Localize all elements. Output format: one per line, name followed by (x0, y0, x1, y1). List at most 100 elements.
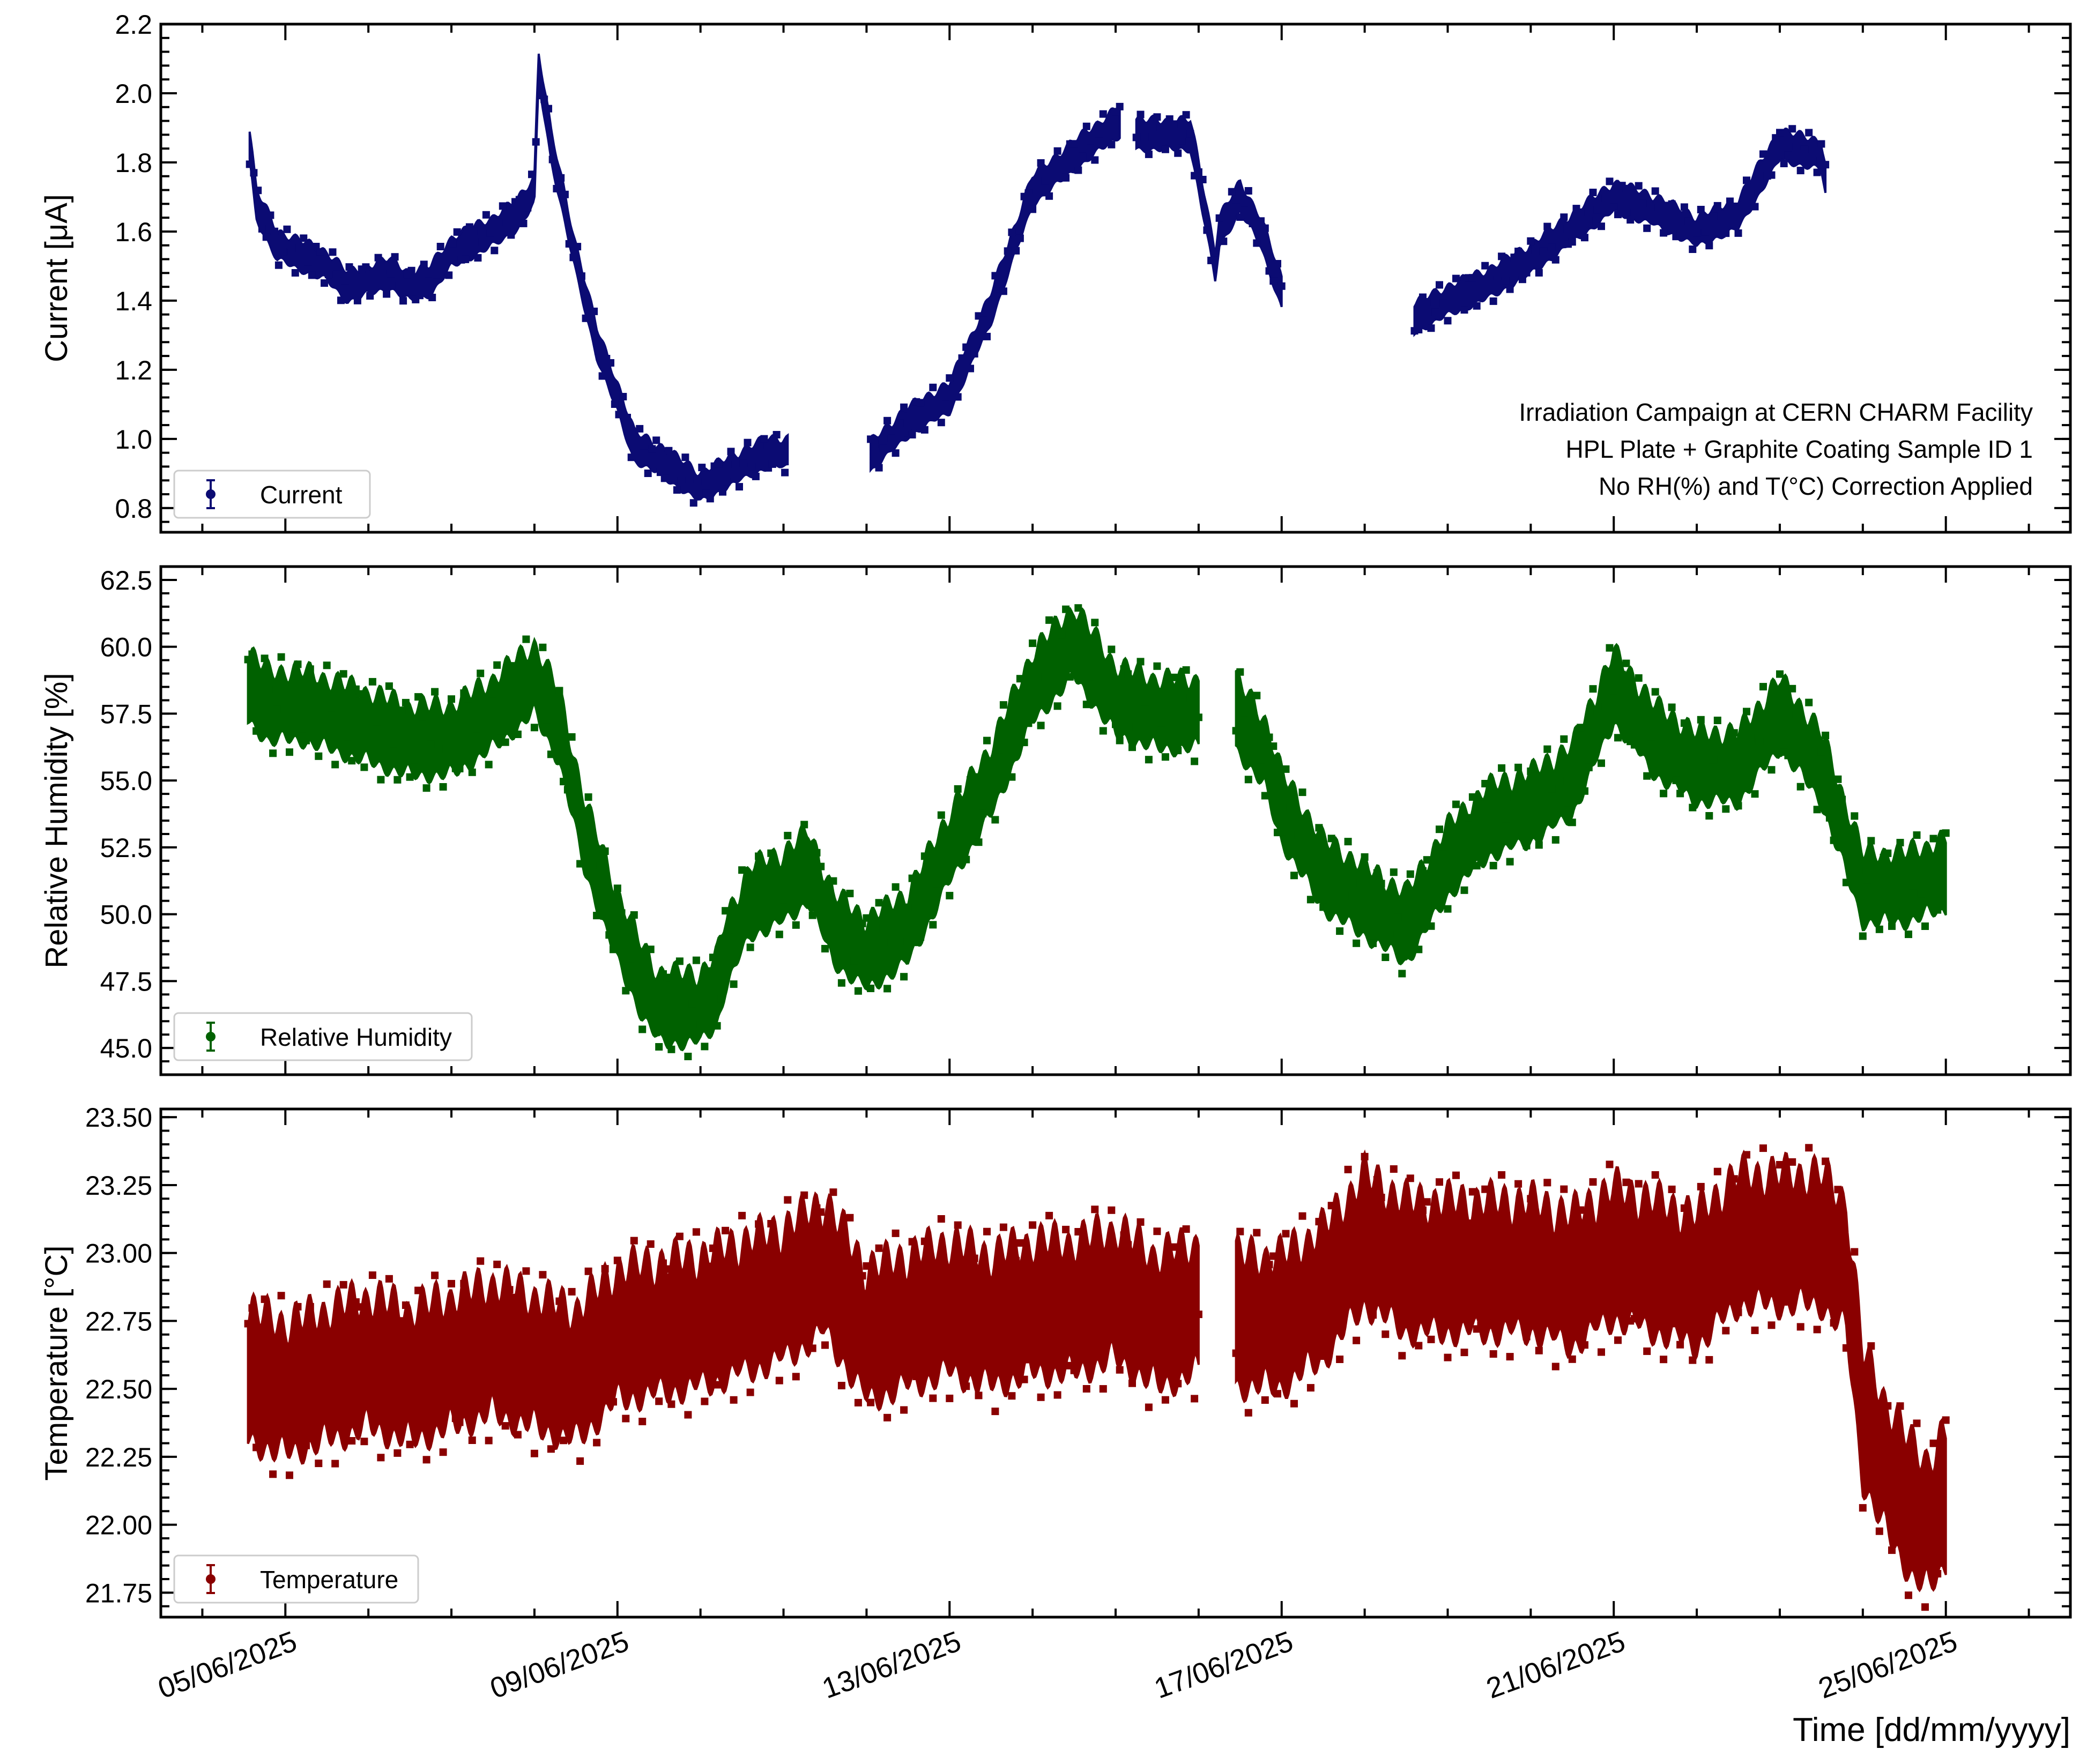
current-data-point (1211, 249, 1219, 257)
temperature-data-point (506, 1286, 514, 1294)
temperature-data-point (427, 1372, 435, 1380)
temperature-data-point (1087, 1320, 1095, 1328)
temperature-data-point (672, 1358, 680, 1366)
temperature-data-point (817, 1208, 825, 1216)
humidity-data-point (1556, 777, 1564, 785)
humidity-data-point (1394, 913, 1402, 921)
temperature-data-point (1842, 1344, 1850, 1352)
temperature-data-point (738, 1211, 746, 1219)
humidity-data-point (1697, 716, 1705, 724)
current-data-point (321, 279, 328, 287)
humidity-data-point (1161, 753, 1169, 761)
current-data-point (1626, 216, 1635, 224)
humidity-data-point (435, 745, 443, 753)
humidity-data-point (751, 875, 759, 883)
current-data-point (1713, 202, 1721, 210)
temperature-y-tick-label: 23.00 (85, 1239, 152, 1269)
current-data-point (1082, 122, 1090, 130)
current-data-point (665, 446, 673, 455)
humidity-data-point (991, 816, 999, 824)
temperature-data-point (560, 1436, 568, 1445)
current-data-point (1170, 120, 1178, 128)
humidity-data-point (489, 697, 497, 705)
humidity-data-point (1074, 604, 1082, 612)
current-data-point (1689, 245, 1697, 253)
temperature-data (244, 1144, 1950, 1611)
current-data-point (345, 263, 353, 271)
temperature-data-point (767, 1220, 775, 1227)
humidity-data-point (1581, 787, 1588, 795)
current-y-tick-label: 1.2 (115, 355, 152, 385)
humidity-data-point (1369, 939, 1377, 947)
humidity-data-point (327, 711, 335, 719)
temperature-data-point (1577, 1206, 1585, 1214)
temperature-data-point (248, 1304, 256, 1312)
humidity-data-point (1415, 946, 1423, 954)
temperature-data-point (651, 1369, 659, 1378)
temperature-data-point (365, 1395, 373, 1403)
humidity-data-point (867, 985, 875, 992)
current-data-point (1585, 217, 1593, 225)
current-data-point (590, 307, 598, 315)
humidity-data-point (904, 903, 912, 911)
temperature-data-point (643, 1302, 650, 1310)
temperature-data-point (381, 1355, 389, 1363)
humidity-data-point (422, 784, 430, 792)
humidity-data-point (834, 919, 842, 927)
temperature-data-point (1663, 1238, 1672, 1246)
current-annotation-line: No RH(%) and T(°C) Correction Applied (1599, 472, 2033, 500)
humidity-data-point (779, 896, 788, 904)
temperature-data-point (481, 1347, 488, 1355)
current-data-point (283, 225, 291, 233)
temperature-data-point (1900, 1469, 1908, 1477)
temperature-data-point (1012, 1257, 1020, 1265)
humidity-data-point (1651, 688, 1659, 696)
humidity-data-point (975, 838, 983, 846)
humidity-data-point (1436, 825, 1443, 833)
humidity-data-point (1311, 834, 1319, 842)
temperature-data-point (1739, 1282, 1747, 1290)
humidity-data-point (1298, 788, 1306, 797)
humidity-data-point (261, 654, 269, 663)
current-data-point (715, 460, 723, 468)
temperature-data-point (1871, 1476, 1880, 1484)
current-data-point (424, 270, 432, 278)
humidity-data-point (796, 857, 804, 865)
humidity-data-point (1606, 644, 1614, 652)
temperature-data-point (265, 1349, 273, 1357)
temperature-data-point (1543, 1179, 1551, 1187)
temperature-data-point (443, 1321, 451, 1329)
humidity-data-point (1622, 659, 1630, 667)
temperature-data-point (1859, 1504, 1867, 1512)
current-data-point (254, 187, 262, 195)
temperature-data-point (389, 1397, 397, 1405)
humidity-data-point (1191, 757, 1199, 765)
current-data-point (1796, 167, 1804, 175)
humidity-data-point (863, 914, 871, 922)
current-data-point (1556, 225, 1564, 233)
temperature-data-point (1153, 1227, 1161, 1235)
current-data-point (1244, 187, 1252, 195)
current-data-point (1502, 277, 1510, 285)
humidity-data-point (1859, 932, 1867, 940)
humidity-data-point (717, 995, 725, 1003)
current-data (246, 54, 1830, 507)
humidity-data-point (1141, 698, 1149, 706)
temperature-data-point (825, 1307, 833, 1315)
temperature-data-point (788, 1285, 796, 1293)
current-data-point (1423, 298, 1431, 306)
temperature-data-point (1306, 1384, 1314, 1392)
current-data-point (1548, 243, 1556, 251)
humidity-data-point (684, 1053, 692, 1060)
humidity-data-point (842, 929, 850, 937)
humidity-data-point (385, 682, 393, 690)
humidity-data-point (1884, 849, 1892, 857)
temperature-data-point (1431, 1309, 1439, 1317)
temperature-data-point (667, 1400, 675, 1408)
current-data-point (917, 399, 925, 407)
temperature-data-point (1112, 1335, 1119, 1343)
current-data-point (1494, 273, 1502, 280)
temperature-data-point (675, 1232, 684, 1240)
current-data-point (1655, 216, 1663, 224)
temperature-data-point (1436, 1178, 1443, 1186)
